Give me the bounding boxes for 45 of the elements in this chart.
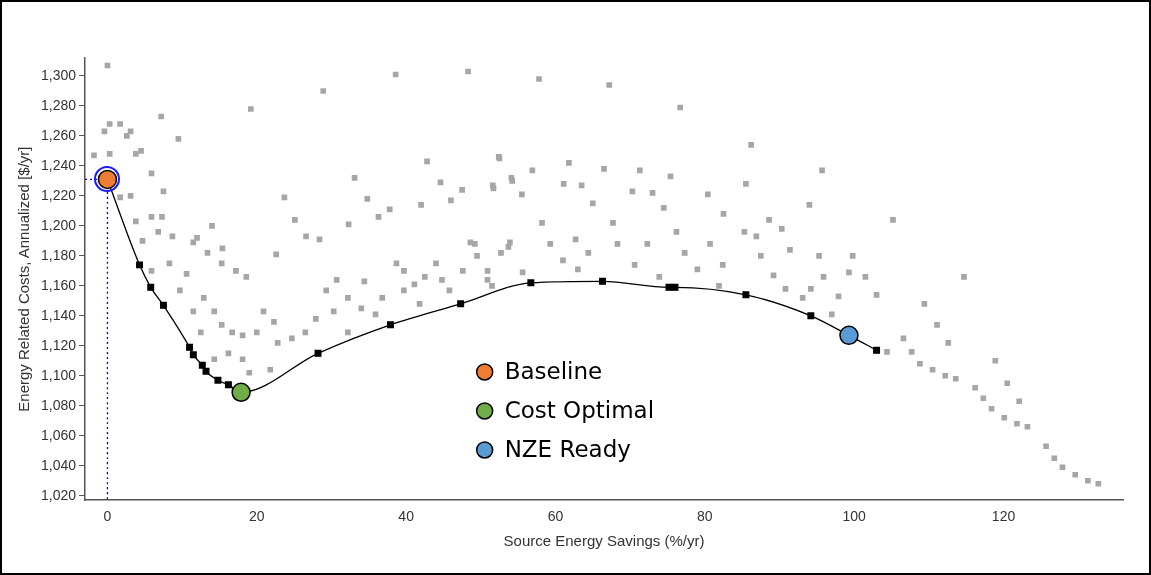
- point: [224, 381, 232, 389]
- y-tick-label: 1,060: [40, 426, 77, 443]
- x-tick-label: 100: [842, 508, 867, 525]
- y-tick-label: 1,080: [40, 396, 77, 413]
- x-tick-label: 0: [103, 508, 112, 525]
- legend-label: Baseline: [504, 357, 603, 384]
- point: [386, 321, 394, 329]
- legend-label: NZE Ready: [504, 435, 631, 462]
- y-tick-label: 1,280: [40, 96, 77, 113]
- y-tick-label: 1,020: [40, 486, 77, 503]
- y-tick-label: 1,240: [40, 156, 77, 173]
- x-tick-label: 80: [697, 508, 713, 525]
- point: [159, 301, 167, 309]
- point: [189, 351, 197, 359]
- point: [873, 346, 881, 354]
- point: [186, 343, 194, 351]
- point: [136, 261, 144, 269]
- legend-label: Cost Optimal: [504, 396, 655, 423]
- point: [839, 325, 859, 346]
- y-tick-label: 1,100: [40, 366, 77, 383]
- y-tick-label: 1,160: [40, 276, 77, 293]
- point: [198, 361, 206, 369]
- point: [457, 300, 465, 308]
- y-tick-label: 1,260: [40, 126, 77, 143]
- point: [231, 382, 251, 403]
- y-axis-title: Energy Related Costs, Annualized [$/yr]: [15, 146, 33, 412]
- point: [147, 283, 155, 291]
- y-tick-label: 1,200: [40, 216, 77, 233]
- y-tick-label: 1,300: [40, 66, 77, 83]
- y-tick-label: 1,220: [40, 186, 77, 203]
- y-tick-label: 1,120: [40, 336, 77, 353]
- y-tick-label: 1,040: [40, 456, 77, 473]
- point: [742, 291, 750, 299]
- x-axis-title: Source Energy Savings (%/yr): [503, 532, 705, 550]
- point: [527, 279, 535, 287]
- point: [599, 277, 606, 285]
- x-tick-label: 40: [398, 508, 415, 525]
- x-tick-label: 120: [991, 508, 1016, 525]
- point: [807, 312, 815, 320]
- y-tick-label: 1,180: [40, 246, 77, 263]
- point: [671, 283, 679, 291]
- x-tick-label: 20: [248, 508, 265, 525]
- y-tick-label: 1,140: [40, 306, 77, 323]
- x-tick-label: 60: [547, 508, 564, 525]
- point: [214, 376, 222, 384]
